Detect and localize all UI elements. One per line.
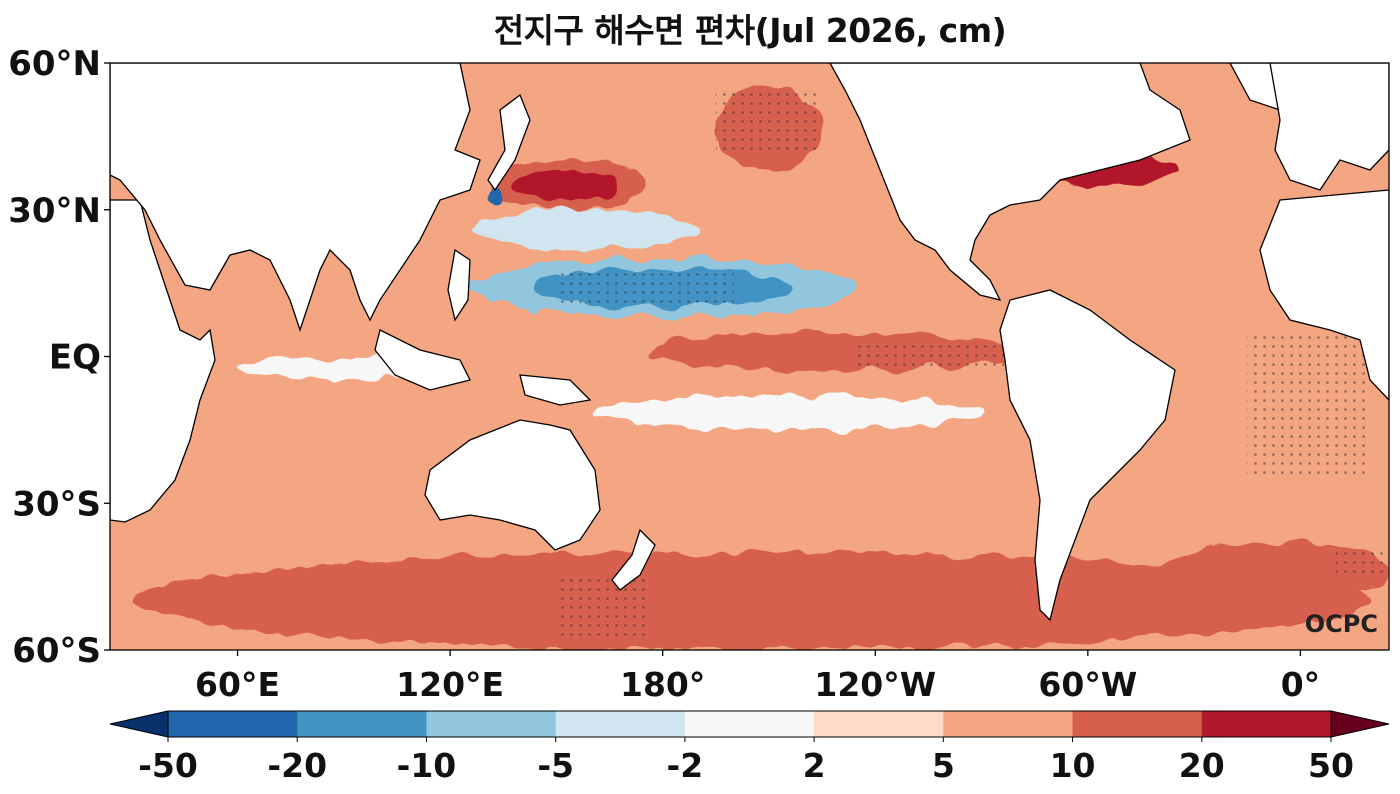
new-zealand-land: [611, 528, 656, 591]
lat-tick-label: 60°N: [8, 44, 101, 84]
colorbar-extend-min: [109, 710, 169, 738]
philippines-land: [447, 248, 471, 322]
australia-land: [424, 419, 601, 551]
africa-land: [110, 199, 216, 523]
lat-tick-label: 30°N: [8, 191, 101, 231]
colorbar-tick-label: -50: [138, 746, 198, 785]
colorbar-bin: [814, 711, 944, 737]
significance-stipple: [1335, 552, 1389, 577]
land-masses: [110, 63, 1389, 622]
colorbar-bin: [1072, 711, 1203, 737]
colorbar-tick-label: 2: [803, 746, 826, 785]
significance-stipple: [715, 87, 823, 152]
lon-tick-label: 120°E: [396, 665, 504, 704]
anomaly-region-south-atlantic-positive: [1158, 542, 1389, 602]
colorbar-tick-label: -2: [667, 746, 704, 785]
colorbar-bin: [426, 711, 557, 737]
map-panel: OCPC: [110, 63, 1389, 650]
colorbar-tick-label: -20: [267, 746, 327, 785]
colorbar-bin: [297, 711, 427, 737]
colorbar-tick-label: 10: [1050, 746, 1096, 785]
europe-land: [1269, 63, 1389, 191]
colorbar-tick-label: -5: [537, 746, 574, 785]
significance-stipple: [857, 341, 1017, 372]
lon-tick-label: 0°: [1281, 665, 1320, 704]
colorbar-bin: [943, 711, 1074, 737]
south-america-land: [999, 289, 1176, 622]
chart-title: 전지구 해수면 편차(Jul 2026, cm): [493, 11, 1007, 50]
colorbar-bin: [555, 711, 686, 737]
colorbar-tick-label: 50: [1308, 746, 1354, 785]
lon-tick-label: 60°W: [1038, 665, 1137, 704]
japan-land: [487, 93, 531, 192]
longitude-axis: 60°E 120°E 180° 120°W 60°W 0°: [195, 650, 1320, 704]
indonesia-land: [374, 329, 471, 391]
latitude-axis: 60°N 30°N EQ 30°S 60°S: [8, 44, 110, 671]
lon-tick-label: 60°E: [195, 665, 280, 704]
anomaly-region-indian-ocean-neutral: [237, 356, 415, 381]
eurasia-land: [110, 63, 481, 333]
anomaly-region-south-pacific-neutral-band: [591, 395, 982, 430]
colorbar-tick-label: 20: [1179, 746, 1225, 785]
west-africa-land: [1259, 189, 1389, 401]
colorbar-extend-max: [1330, 710, 1390, 738]
north-america-land: [829, 63, 1191, 301]
significance-stipple: [556, 268, 734, 308]
colorbar-tick-label: 5: [932, 746, 955, 785]
colorbar: -50 -20 -10 -5 -2 2 5 10 20 50: [109, 710, 1390, 785]
colorbar-bin: [1201, 711, 1332, 737]
significance-stipple: [1247, 332, 1372, 479]
colorbar-tick-label: -10: [397, 746, 457, 785]
new-guinea-land: [519, 374, 592, 406]
colorbar-bin: [684, 711, 815, 737]
lat-tick-label: 30°S: [12, 484, 101, 524]
colorbar-bin: [168, 711, 298, 737]
lat-tick-label: EQ: [49, 338, 101, 378]
anomaly-core-kuroshio-extension-positive: [512, 170, 619, 201]
colorbar-outline: [167, 710, 1332, 738]
significance-stipple: [556, 576, 645, 641]
lat-tick-label: 60°S: [12, 631, 101, 671]
ocpc-watermark: OCPC: [1305, 610, 1378, 638]
anomaly-region-kuroshio-negative-eddy: [485, 185, 504, 205]
lon-tick-label: 120°W: [814, 665, 936, 704]
anomaly-region-subtropical-np-negative: [467, 209, 699, 249]
lon-tick-label: 180°: [620, 665, 705, 704]
